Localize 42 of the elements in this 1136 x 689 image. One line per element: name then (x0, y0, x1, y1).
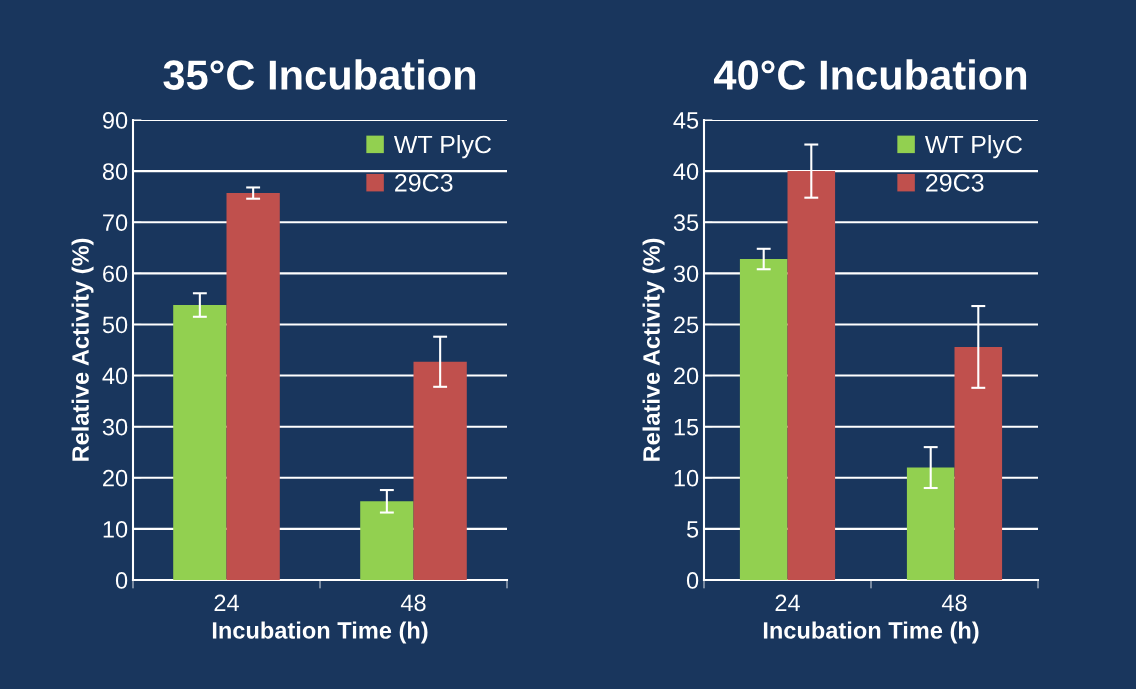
bar (954, 346, 1003, 580)
y-tick-label: 5 (686, 521, 699, 538)
y-tick-label: 40 (102, 367, 128, 385)
y-tick-label: 45 (673, 112, 699, 129)
y-tick-label: 80 (102, 163, 128, 180)
legend-label: WT PlyC (393, 135, 492, 159)
y-tick-label: 20 (674, 367, 699, 385)
y-tick-label: 35 (673, 214, 699, 232)
y-tick-label: 10 (674, 469, 699, 487)
y-tick-label: 30 (102, 418, 128, 436)
y-tick-label: 30 (673, 265, 699, 283)
y-axis-title: Relative Activity (%) (71, 238, 94, 461)
y-tick-label: 70 (103, 214, 128, 232)
chart-title: 40°C Incubation (713, 59, 1027, 90)
y-tick-label: 0 (115, 572, 128, 589)
bar (173, 305, 227, 580)
bar (739, 259, 788, 580)
y-tick-label: 15 (674, 418, 699, 436)
bar (787, 171, 836, 580)
y-tick-label: 10 (103, 520, 128, 538)
x-axis-title: Incubation Time (h) (763, 621, 979, 644)
legend-label: 29C3 (395, 173, 453, 192)
legend-label: WT PlyC (924, 135, 1023, 159)
y-tick-label: 20 (103, 469, 128, 487)
legend-label: 29C3 (926, 173, 984, 192)
y-tick-label: 90 (102, 112, 128, 129)
chart-title: 35°C Incubation (163, 59, 476, 90)
x-tick-label: 48 (941, 594, 967, 612)
y-tick-label: 25 (674, 316, 699, 334)
y-tick-label: 40 (673, 163, 699, 180)
bar (360, 501, 414, 580)
x-tick-label: 24 (775, 594, 800, 611)
bar (413, 361, 467, 580)
x-tick-label: 24 (214, 594, 239, 611)
x-tick-label: 48 (400, 594, 426, 612)
y-tick-label: 0 (686, 572, 699, 589)
bar (906, 467, 955, 580)
y-axis-title: Relative Activity (%) (642, 238, 665, 461)
x-axis-title: Incubation Time (h) (212, 621, 428, 644)
y-tick-label: 50 (102, 316, 128, 334)
y-tick-label: 60 (103, 265, 128, 283)
bar (226, 193, 280, 580)
